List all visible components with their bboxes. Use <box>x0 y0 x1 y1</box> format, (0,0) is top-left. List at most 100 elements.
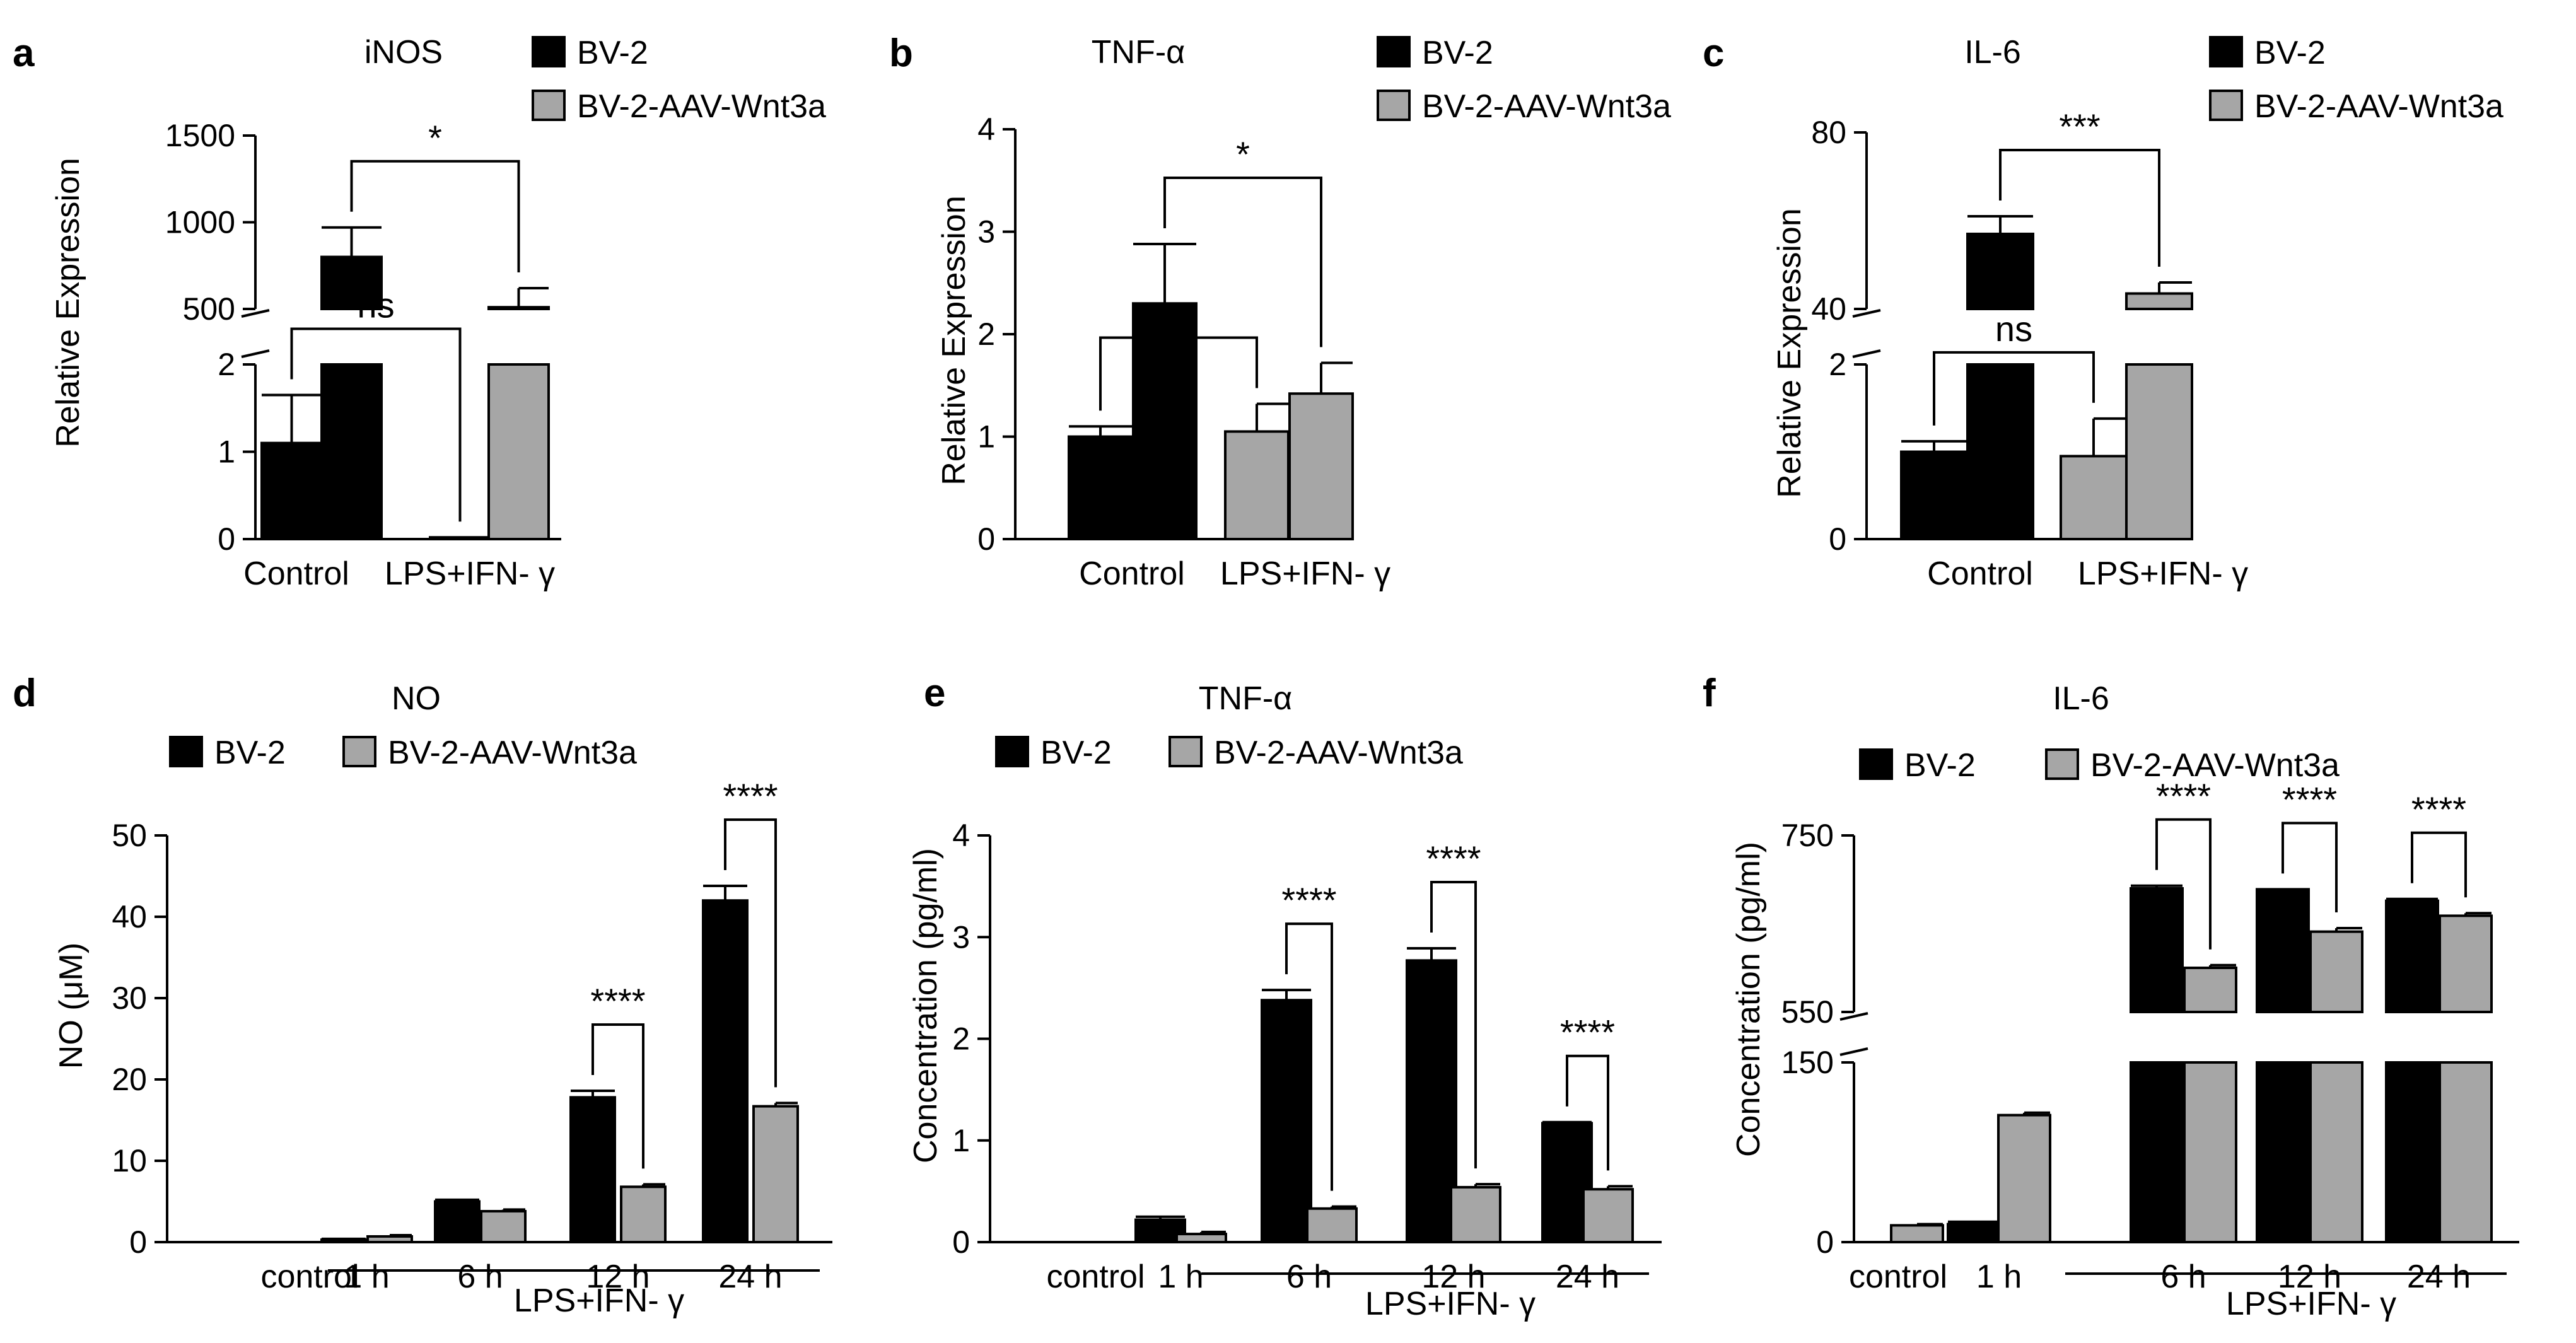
chart-title: IL-6 <box>1964 34 2021 71</box>
y-tick-label: 40 <box>1811 291 1846 327</box>
bar <box>320 363 383 540</box>
y-tick-label: 0 <box>1829 521 1846 557</box>
y-tick-label: 0 <box>952 1224 970 1260</box>
legend-swatch <box>2045 748 2079 780</box>
significance-bracket <box>724 818 777 1088</box>
significance-bracket <box>2155 818 2212 950</box>
y-tick-label: 20 <box>112 1062 147 1097</box>
x-category-label: 1 h <box>1976 1259 2022 1295</box>
legend-swatch <box>2209 90 2243 121</box>
y-axis-title: Concentration (pg/ml) <box>1730 842 1767 1157</box>
bar <box>2309 1061 2363 1243</box>
y-tick-label: 10 <box>112 1143 147 1178</box>
significance-bracket <box>1933 351 2095 426</box>
bar <box>2256 1061 2310 1243</box>
bar <box>2183 967 2237 1013</box>
bar <box>260 441 323 541</box>
x-category-label: Control <box>1927 555 2033 592</box>
legend-label: BV-2 <box>2254 35 2326 71</box>
axis-break-mark <box>1839 1012 1868 1021</box>
significance-bracket <box>290 327 462 522</box>
significance-label: * <box>1236 134 1250 174</box>
legend-swatch <box>342 736 376 767</box>
legend-label: BV-2 <box>1422 35 1493 71</box>
significance-bracket <box>1285 922 1333 1191</box>
group-label: LPS+IFN- γ <box>2226 1286 2396 1322</box>
group-label: LPS+IFN- γ <box>1365 1286 1536 1322</box>
y-tick-label: 500 <box>183 291 235 327</box>
significance-label: **** <box>1281 880 1336 920</box>
y-axis-title: NO (μM) <box>53 943 90 1069</box>
x-category-label: 12 h <box>1421 1259 1485 1295</box>
legend-swatch <box>995 736 1029 767</box>
x-category-label: 6 h <box>457 1259 503 1295</box>
legend-swatch <box>1859 748 1893 780</box>
legend-label: BV-2-AAV-Wnt3a <box>388 735 637 771</box>
x-category-label: LPS+IFN- γ <box>2078 555 2248 592</box>
axis-break-mark <box>241 309 270 318</box>
y-tick-label: 0 <box>1816 1224 1834 1260</box>
x-category-label: 6 h <box>1286 1259 1332 1295</box>
y-tick-label: 550 <box>1781 994 1834 1030</box>
y-tick-label: 2 <box>977 317 995 352</box>
bar <box>2125 292 2193 310</box>
legend-label: BV-2-AAV-Wnt3a <box>2254 88 2503 125</box>
significance-bracket <box>1163 177 1322 347</box>
y-axis-title: Relative Expression <box>936 195 972 485</box>
legend-swatch <box>169 736 203 767</box>
bar <box>1288 392 1354 540</box>
significance-bracket <box>2411 831 2467 898</box>
significance-label: **** <box>1560 1013 1615 1052</box>
y-tick-label: 150 <box>1781 1045 1834 1080</box>
significance-label: **** <box>1426 839 1481 878</box>
y-axis-title: Concentration (pg/ml) <box>907 848 944 1163</box>
bar <box>2439 1061 2493 1243</box>
legend-label: BV-2 <box>1904 747 1976 784</box>
bar <box>1582 1188 1634 1244</box>
bar <box>320 255 383 310</box>
chart-title: TNF-α <box>1199 680 1292 717</box>
bar <box>1900 450 1968 540</box>
x-category-label: 24 h <box>2407 1259 2471 1295</box>
bar <box>1261 999 1312 1243</box>
bar <box>1306 1207 1358 1243</box>
panel-letter: d <box>13 672 37 715</box>
axis-break-mark <box>241 349 270 358</box>
legend-swatch <box>1377 36 1411 67</box>
bar <box>2130 1061 2184 1243</box>
significance-bracket <box>2282 822 2338 912</box>
bar <box>429 536 491 540</box>
y-tick-label: 2 <box>1829 347 1846 382</box>
x-category-label: control <box>1849 1259 1947 1295</box>
y-tick-label: 80 <box>1811 115 1846 150</box>
x-category-label: LPS+IFN- γ <box>1220 555 1390 592</box>
y-tick-label: 30 <box>112 980 147 1016</box>
bar <box>569 1096 616 1243</box>
significance-bracket <box>592 1023 644 1169</box>
chart-title: TNF-α <box>1092 34 1185 71</box>
y-tick-label: 0 <box>129 1224 147 1260</box>
y-tick-label: 0 <box>977 521 995 557</box>
significance-label: **** <box>2282 779 2337 819</box>
legend-label: BV-2-AAV-Wnt3a <box>1214 735 1463 771</box>
panel-letter: e <box>924 672 945 715</box>
y-tick-label: 4 <box>952 818 970 853</box>
panel-letter: f <box>1703 672 1716 715</box>
y-tick-label: 1 <box>977 419 995 455</box>
y-tick-label: 50 <box>112 818 147 853</box>
panel-letter: b <box>889 32 913 75</box>
legend-swatch <box>2209 36 2243 67</box>
significance-label: ns <box>1995 309 2032 349</box>
x-category-label: 12 h <box>2278 1259 2341 1295</box>
chart-title: IL-6 <box>2053 680 2109 717</box>
y-tick-label: 1000 <box>165 205 235 240</box>
bar <box>1890 1224 1944 1244</box>
axis-break-mark <box>1852 309 1881 318</box>
y-tick-label: 0 <box>218 521 235 557</box>
y-axis-title: Relative Expression <box>1771 208 1808 498</box>
bar <box>2125 363 2193 540</box>
x-category-label: 1 h <box>1158 1259 1203 1295</box>
bar <box>1132 302 1198 540</box>
significance-label: ns <box>1160 294 1197 334</box>
